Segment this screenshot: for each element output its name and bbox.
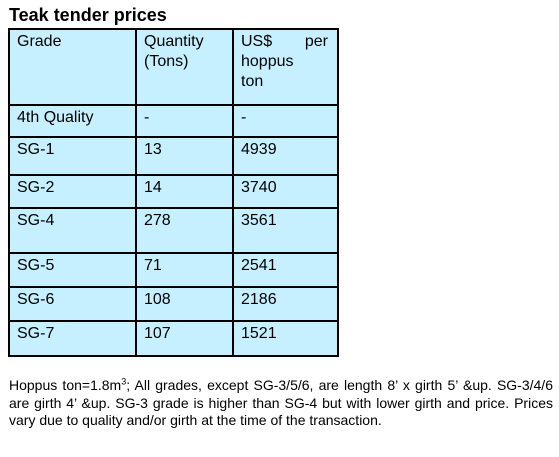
- table-row: SG-1 13 4939: [8, 136, 339, 176]
- cell-quantity: 278: [135, 207, 234, 254]
- price-table: Grade Quantity (Tons) US$ per hoppus ton…: [8, 28, 339, 357]
- footnote-superscript: 3: [121, 376, 127, 387]
- cell-price: 4939: [232, 136, 339, 176]
- cell-price: -: [232, 104, 339, 138]
- cell-quantity: -: [135, 104, 234, 138]
- cell-quantity: 107: [135, 320, 234, 357]
- cell-price: 3561: [232, 207, 339, 254]
- table-row: 4th Quality - -: [8, 104, 339, 138]
- header-quantity-line1: Quantity: [144, 33, 204, 50]
- header-price-per: per: [304, 33, 328, 50]
- cell-price: 2186: [232, 286, 339, 322]
- header-quantity: Quantity (Tons): [135, 28, 234, 106]
- footnote: Hoppus ton=1.8m3; All grades, except SG-…: [9, 377, 553, 430]
- header-grade: Grade: [8, 28, 137, 106]
- cell-grade: SG-5: [8, 252, 137, 288]
- cell-quantity: 108: [135, 286, 234, 322]
- header-price-line2: hoppus: [241, 53, 294, 70]
- header-price-currency: US$: [241, 33, 273, 50]
- price-table-container: Grade Quantity (Tons) US$ per hoppus ton…: [8, 28, 339, 357]
- cell-quantity: 13: [135, 136, 234, 176]
- footnote-part2: ; All grades, except SG-3/5/6, are lengt…: [9, 377, 553, 428]
- cell-grade: SG-6: [8, 286, 137, 322]
- cell-grade: SG-1: [8, 136, 137, 176]
- table-row: SG-7 107 1521: [8, 320, 339, 357]
- cell-grade: 4th Quality: [8, 104, 137, 138]
- header-price-line1: US$ per: [241, 32, 330, 52]
- cell-price: 1521: [232, 320, 339, 357]
- table-header-row: Grade Quantity (Tons) US$ per hoppus ton: [8, 28, 339, 106]
- table-row: SG-2 14 3740: [8, 174, 339, 209]
- cell-quantity: 71: [135, 252, 234, 288]
- cell-grade: SG-2: [8, 174, 137, 209]
- header-price-line3: ton: [241, 73, 264, 90]
- table-row: SG-6 108 2186: [8, 286, 339, 322]
- header-price: US$ per hoppus ton: [232, 28, 339, 106]
- cell-price: 2541: [232, 252, 339, 288]
- footnote-part1: Hoppus ton=1.8m: [9, 377, 122, 393]
- page-title: Teak tender prices: [9, 5, 167, 25]
- header-grade-label: Grade: [17, 33, 62, 50]
- cell-quantity: 14: [135, 174, 234, 209]
- cell-grade: SG-7: [8, 320, 137, 357]
- cell-price: 3740: [232, 174, 339, 209]
- table-row: SG-5 71 2541: [8, 252, 339, 288]
- table-row: SG-4 278 3561: [8, 207, 339, 254]
- header-quantity-line2: (Tons): [144, 53, 189, 70]
- cell-grade: SG-4: [8, 207, 137, 254]
